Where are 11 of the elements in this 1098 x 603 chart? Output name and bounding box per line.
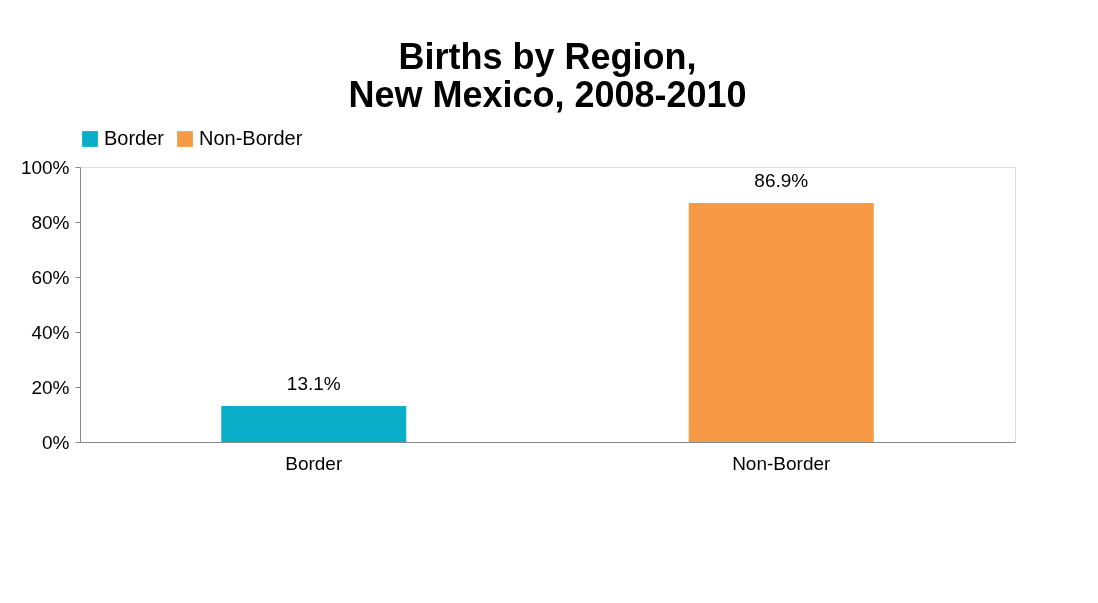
chart-title: Births by Region, New Mexico, 2008-2010 [348, 36, 747, 115]
legend-label: Non-Border [199, 127, 303, 149]
y-tick-label: 60% [31, 266, 70, 288]
y-tick-label: 100% [20, 156, 70, 178]
data-label: 13.1% [286, 372, 341, 394]
legend-label: Border [104, 127, 165, 149]
data-label: 86.9% [754, 170, 809, 192]
y-tick-label: 40% [31, 321, 70, 343]
y-tick-label: 20% [31, 376, 70, 398]
y-tick-label: 0% [42, 431, 70, 453]
y-tick-label: 80% [31, 211, 70, 233]
